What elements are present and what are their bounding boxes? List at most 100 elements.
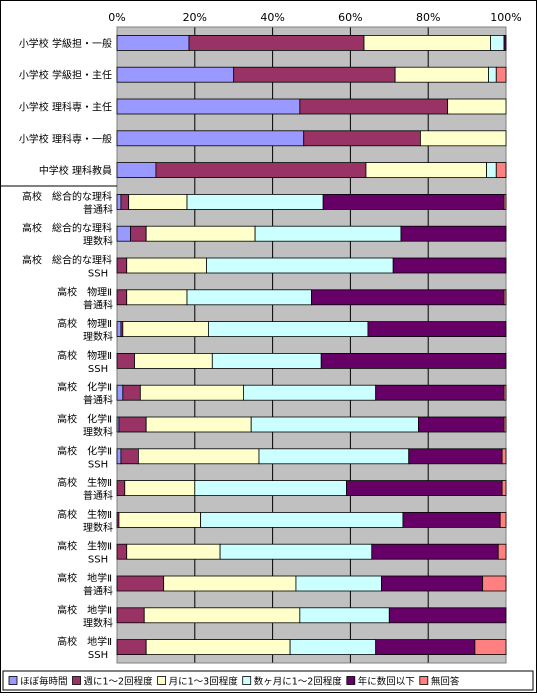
- bar-segment[interactable]: [116, 130, 305, 147]
- bar-segment[interactable]: [126, 257, 207, 274]
- bar-segment[interactable]: [375, 639, 476, 655]
- bar-segment[interactable]: [486, 162, 497, 179]
- bar-segment[interactable]: [233, 66, 396, 83]
- bar-segment[interactable]: [501, 480, 507, 497]
- bar-segment[interactable]: [346, 480, 503, 497]
- bar-segment[interactable]: [503, 384, 507, 401]
- bar-segment[interactable]: [365, 162, 487, 179]
- bar-segment[interactable]: [126, 543, 221, 560]
- bar-segment[interactable]: [503, 416, 507, 433]
- legend-swatch[interactable]: [8, 676, 18, 685]
- bar-segment[interactable]: [186, 289, 312, 306]
- bar-segment[interactable]: [194, 480, 347, 497]
- bar-segment[interactable]: [474, 639, 507, 655]
- bar-segment[interactable]: [145, 225, 256, 242]
- legend-swatch[interactable]: [419, 676, 429, 685]
- bar-segment[interactable]: [303, 130, 421, 147]
- bar-segment[interactable]: [116, 384, 124, 401]
- bar-segment[interactable]: [122, 384, 141, 401]
- bar-segment[interactable]: [118, 512, 202, 528]
- bar-segment[interactable]: [130, 225, 147, 242]
- bar-segment[interactable]: [322, 193, 505, 210]
- legend-swatch[interactable]: [242, 676, 252, 685]
- bar-segment[interactable]: [503, 35, 507, 51]
- bar-segment[interactable]: [143, 607, 301, 624]
- legend-swatch[interactable]: [346, 676, 356, 685]
- bar-segment[interactable]: [497, 543, 507, 560]
- bar-segment[interactable]: [320, 352, 507, 369]
- bar-segment[interactable]: [295, 575, 382, 592]
- bar-segment[interactable]: [116, 193, 122, 210]
- bar-segment[interactable]: [400, 225, 507, 242]
- legend-label[interactable]: 年に数回以下: [358, 676, 415, 688]
- bar-segment[interactable]: [371, 543, 499, 560]
- bar-segment[interactable]: [118, 416, 147, 433]
- bar-segment[interactable]: [394, 66, 489, 83]
- bar-segment[interactable]: [363, 35, 491, 51]
- bar-segment[interactable]: [208, 321, 369, 338]
- bar-segment[interactable]: [495, 162, 507, 179]
- bar-segment[interactable]: [501, 448, 507, 465]
- bar-segment[interactable]: [495, 66, 507, 83]
- bar-segment[interactable]: [128, 193, 188, 210]
- bar-segment[interactable]: [134, 352, 213, 369]
- bar-segment[interactable]: [447, 98, 507, 115]
- bar-segment[interactable]: [116, 639, 147, 655]
- bar-segment[interactable]: [139, 384, 244, 401]
- bar-segment[interactable]: [381, 575, 484, 592]
- bar-segment[interactable]: [503, 289, 507, 306]
- bar-segment[interactable]: [375, 384, 505, 401]
- bar-segment[interactable]: [367, 321, 507, 338]
- bar-segment[interactable]: [200, 512, 404, 528]
- bar-segment[interactable]: [116, 257, 128, 274]
- legend-label[interactable]: 無回答: [431, 676, 460, 688]
- bar-segment[interactable]: [155, 162, 367, 179]
- bar-segment[interactable]: [116, 352, 135, 369]
- bar-segment[interactable]: [402, 512, 501, 528]
- bar-segment[interactable]: [258, 448, 410, 465]
- bar-segment[interactable]: [116, 225, 132, 242]
- bar-segment[interactable]: [116, 448, 122, 465]
- bar-segment[interactable]: [219, 543, 373, 560]
- legend-label[interactable]: 数ヶ月に1～2回程度: [254, 676, 343, 688]
- bar-segment[interactable]: [482, 575, 507, 592]
- bar-segment[interactable]: [116, 35, 190, 51]
- bar-segment[interactable]: [116, 543, 128, 560]
- bar-segment[interactable]: [145, 416, 252, 433]
- bar-segment[interactable]: [211, 352, 322, 369]
- bar-segment[interactable]: [490, 35, 505, 51]
- bar-segment[interactable]: [488, 66, 497, 83]
- bar-segment[interactable]: [120, 193, 130, 210]
- bar-segment[interactable]: [116, 289, 128, 306]
- bar-segment[interactable]: [120, 448, 139, 465]
- bar-segment[interactable]: [116, 607, 145, 624]
- bar-segment[interactable]: [145, 639, 291, 655]
- bar-segment[interactable]: [116, 480, 126, 497]
- bar-segment[interactable]: [126, 289, 188, 306]
- legend-swatch[interactable]: [157, 676, 167, 685]
- bar-segment[interactable]: [289, 639, 377, 655]
- bar-segment[interactable]: [124, 480, 196, 497]
- bar-segment[interactable]: [116, 98, 301, 115]
- legend-label[interactable]: 月に1～3回程度: [169, 676, 239, 688]
- bar-segment[interactable]: [420, 130, 507, 147]
- bar-segment[interactable]: [122, 321, 209, 338]
- bar-segment[interactable]: [186, 193, 324, 210]
- bar-segment[interactable]: [188, 35, 365, 51]
- bar-segment[interactable]: [250, 416, 419, 433]
- bar-segment[interactable]: [206, 257, 394, 274]
- bar-segment[interactable]: [116, 575, 165, 592]
- bar-segment[interactable]: [299, 607, 390, 624]
- bar-segment[interactable]: [392, 257, 507, 274]
- bar-segment[interactable]: [116, 321, 122, 338]
- legend-label[interactable]: 週に1～2回程度: [84, 676, 154, 688]
- bar-segment[interactable]: [116, 66, 235, 83]
- bar-segment[interactable]: [388, 607, 507, 624]
- bar-segment[interactable]: [299, 98, 449, 115]
- bar-segment[interactable]: [254, 225, 402, 242]
- bar-segment[interactable]: [163, 575, 297, 592]
- bar-segment[interactable]: [243, 384, 377, 401]
- bar-segment[interactable]: [137, 448, 260, 465]
- bar-segment[interactable]: [499, 512, 507, 528]
- bar-segment[interactable]: [418, 416, 505, 433]
